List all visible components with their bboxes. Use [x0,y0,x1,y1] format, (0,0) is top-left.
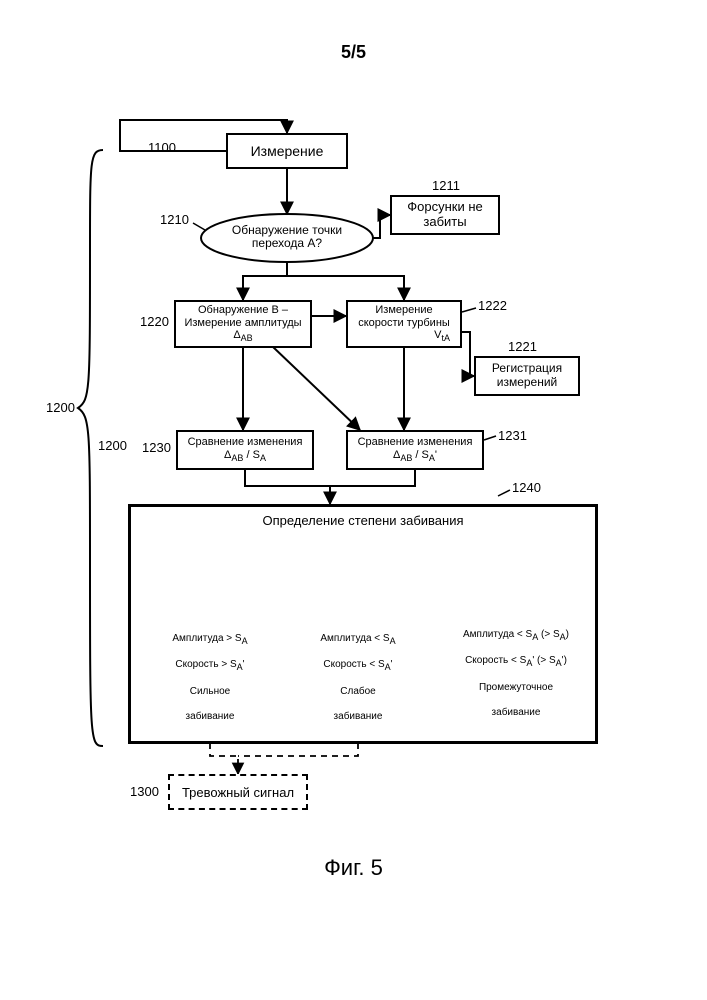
node-1231-line1: Сравнение изменения [358,436,473,449]
node-1300: Тревожный сигнал [168,774,308,810]
node-1222: Измерение скорости турбины VtA [346,300,462,348]
node-1230-line2: ΔAB / SA [224,449,266,464]
node-1221: Регистрация измерений [474,356,580,396]
node-1231: Сравнение изменения ΔAB / SA' [346,430,484,470]
node-1210-text: Обнаружение точки перехода A? [215,224,359,250]
page-5: 5/5 [0,0,707,1000]
label-1210: 1210 [160,212,189,227]
flowchart-svg [0,0,707,1000]
node-1240-title: Определение степени забивания [128,514,598,528]
figure-caption: Фиг. 5 [0,855,707,881]
label-1231: 1231 [498,428,527,443]
label-1300: 1300 [130,784,159,799]
node-1231-line2: ΔAB / SA' [393,449,437,464]
node-1220: Обнаружение B – Измерение амплитуды ΔAB [174,300,312,348]
label-1200b: 1200 [98,438,127,453]
label-1240: 1240 [512,480,541,495]
label-1200a: 1200 [46,400,75,415]
node-1220-line2: ΔAB [233,329,252,344]
label-1220: 1220 [140,314,169,329]
node-1230-line1: Сравнение изменения [188,436,303,449]
label-1221: 1221 [508,339,537,354]
node-1222-line1: Измерение скорости турбины [352,304,456,329]
label-1100: 1100 [148,140,176,155]
node-1230: Сравнение изменения ΔAB / SA [176,430,314,470]
circle-intermediate-text: Амплитуда < SA (> SA) Скорость < SA' (> … [450,616,582,720]
circle-weak-text: Амплитуда < SA Скорость < SA' Слабое заб… [298,620,418,724]
node-1222-line2: VtA [434,329,456,344]
label-1230: 1230 [142,440,171,455]
node-1211: Форсунки не забиты [390,195,500,235]
node-1100: Измерение [226,133,348,169]
node-1220-line1: Обнаружение B – Измерение амплитуды [180,304,306,329]
label-1211: 1211 [432,178,460,193]
label-1222: 1222 [478,298,507,313]
circle-strong-text: Амплитуда > SA Скорость > SA' Сильное за… [150,620,270,724]
